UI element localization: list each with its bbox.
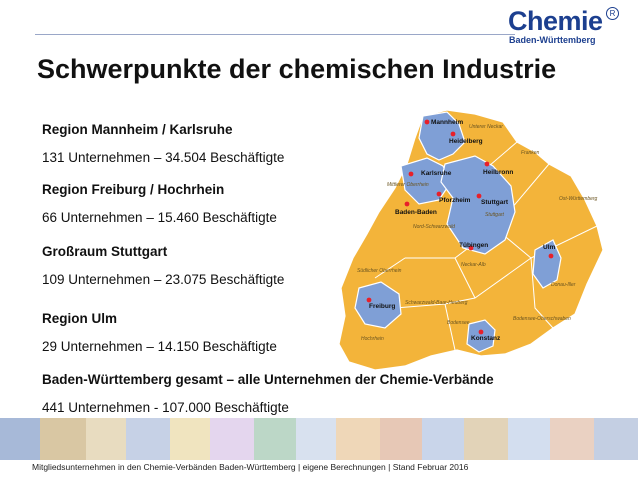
photo-tile — [380, 418, 422, 460]
marker-mannheim — [424, 119, 430, 125]
photo-tile — [126, 418, 170, 460]
district-label: Donau-Iller — [551, 282, 576, 288]
photo-strip — [0, 418, 638, 460]
city-label: Stuttgart — [481, 199, 509, 206]
marker-heilbronn — [484, 161, 490, 167]
district-label: Stuttgart — [485, 212, 505, 218]
city-label: Heilbronn — [483, 169, 513, 176]
marker-ulm — [548, 253, 554, 259]
photo-tile — [422, 418, 464, 460]
photo-tile — [508, 418, 550, 460]
photo-tile — [210, 418, 254, 460]
footer-note: Mitgliedsunternehmen in den Chemie-Verbä… — [32, 462, 469, 472]
region-stats: 109 Unternehmen – 23.075 Beschäftigte — [42, 272, 285, 287]
marker-heidelberg — [450, 131, 456, 137]
district-label: Hochrhein — [361, 336, 384, 342]
marker-freiburg — [366, 297, 372, 303]
district-label: Südlicher Oberrhein — [357, 268, 402, 274]
photo-tile — [254, 418, 296, 460]
city-label: Tübingen — [459, 242, 488, 249]
photo-tile — [550, 418, 594, 460]
logo-wordmark: Chemie — [508, 6, 603, 36]
region-name: Region Freiburg / Hochrhein — [42, 182, 225, 197]
region-freiburg-hochrhein: Region Freiburg / Hochrhein 66 Unternehm… — [42, 182, 277, 225]
region-shape-ulm — [532, 239, 562, 289]
city-label: Mannheim — [431, 119, 463, 126]
district-label: Neckar-Alb — [461, 262, 486, 268]
region-name: Region Ulm — [42, 311, 118, 326]
marker-konstanz — [478, 329, 484, 335]
photo-tile — [170, 418, 210, 460]
photo-tile — [464, 418, 508, 460]
region-name: Region Mannheim / Karlsruhe — [42, 122, 233, 137]
city-label: Freiburg — [369, 303, 395, 310]
city-label: Heidelberg — [449, 138, 483, 145]
photo-tile — [336, 418, 380, 460]
region-shape-mannheim — [418, 111, 466, 161]
city-markers — [366, 119, 554, 335]
page-title: Schwerpunkte der chemischen Industrie — [37, 54, 557, 84]
photo-tile — [40, 418, 86, 460]
region-mannheim-karlsruhe: Region Mannheim / Karlsruhe 131 Unterneh… — [42, 122, 284, 165]
region-stats: 29 Unternehmen – 14.150 Beschäftigte — [42, 339, 277, 354]
district-label: Bodensee — [447, 320, 470, 326]
district-label: Schwarzwald-Baar-Heuberg — [405, 300, 468, 306]
total-name: Baden-Württemberg gesamt – alle Unterneh… — [42, 372, 494, 387]
photo-tile — [594, 418, 638, 460]
marker-baden-baden — [404, 201, 410, 207]
total-stats: 441 Unternehmen - 107.000 Beschäftigte — [42, 400, 289, 415]
district-label: Bodensee-Oberschwaben — [513, 316, 571, 322]
baden-wuerttemberg-map: Mannheim Heidelberg Karlsruhe Heilbronn … — [338, 109, 604, 371]
marker-stuttgart — [476, 193, 482, 199]
district-label: Unterer Neckar — [469, 124, 503, 130]
marker-karlsruhe — [408, 171, 414, 177]
city-label: Karlsruhe — [421, 170, 452, 177]
region-grossraum-stuttgart: Großraum Stuttgart 109 Unternehmen – 23.… — [42, 244, 284, 287]
chemie-logo: Chemie R Baden-Württemberg — [508, 6, 619, 46]
photo-tile — [86, 418, 126, 460]
city-label: Pforzheim — [439, 197, 471, 204]
region-shape-freiburg — [354, 281, 402, 329]
photo-tile — [0, 418, 40, 460]
region-stats: 131 Unternehmen – 34.504 Beschäftigte — [42, 150, 285, 165]
total-summary: Baden-Württemberg gesamt – alle Unterneh… — [42, 372, 494, 415]
region-shape-stuttgart — [440, 155, 516, 255]
logo-subtitle: Baden-Württemberg — [509, 35, 596, 45]
region-name: Großraum Stuttgart — [42, 244, 168, 259]
city-label: Ulm — [543, 244, 556, 251]
header-rule — [35, 34, 515, 35]
district-label: Franken — [521, 150, 540, 156]
district-label: Nord-Schwarzwald — [413, 224, 455, 230]
marker-tuebingen — [468, 245, 474, 251]
region-stats: 66 Unternehmen – 15.460 Beschäftigte — [42, 210, 277, 225]
city-label: Konstanz — [471, 335, 501, 342]
marker-pforzheim — [436, 191, 442, 197]
photo-tile — [296, 418, 336, 460]
registered-mark: R — [606, 7, 619, 20]
district-label: Ost-Württemberg — [559, 196, 598, 202]
city-label: Baden-Baden — [395, 209, 437, 216]
district-label: Mittlerer Oberrhein — [387, 182, 429, 188]
region-shape-konstanz — [466, 319, 496, 353]
region-ulm: Region Ulm 29 Unternehmen – 14.150 Besch… — [42, 311, 277, 354]
